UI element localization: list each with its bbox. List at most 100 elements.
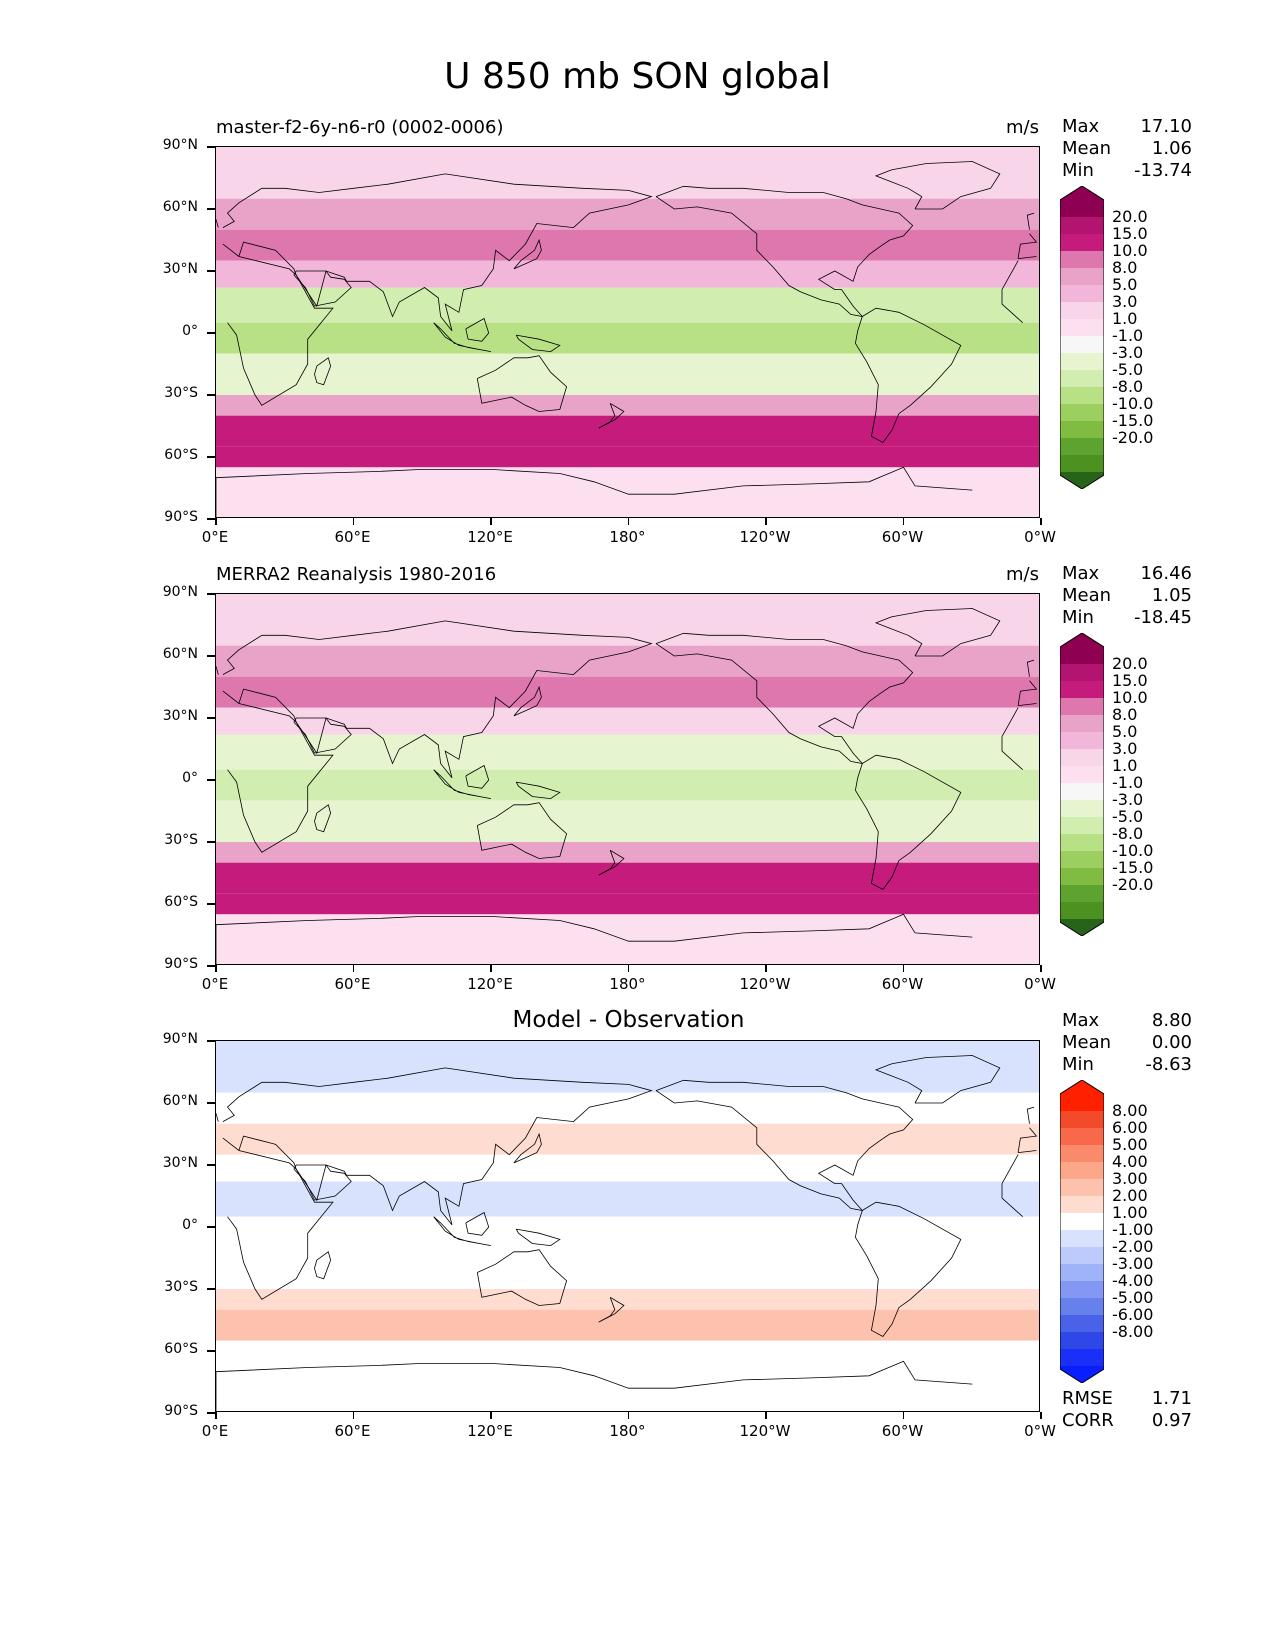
stat-label: Mean <box>1062 585 1112 606</box>
coastline <box>293 717 352 754</box>
coastline <box>1001 1154 1019 1184</box>
field-band <box>216 467 1039 517</box>
lon-tick <box>902 1412 904 1419</box>
lat-tick <box>207 717 215 719</box>
field-band <box>216 260 1039 288</box>
lon-tick-label: 60°W <box>881 975 924 993</box>
coastline <box>1001 736 1023 770</box>
lat-tick <box>207 394 215 396</box>
lat-tick-label: 30°N <box>162 708 198 724</box>
coastline <box>465 317 490 342</box>
map-svg <box>216 1041 1039 1411</box>
colorbar-tick-label: 8.0 <box>1112 258 1138 277</box>
lat-tick-label: 60°N <box>162 1093 198 1109</box>
lon-tick-label: 120°E <box>467 1422 513 1440</box>
lat-tick <box>207 593 215 595</box>
coastline <box>874 1055 1001 1104</box>
field-band <box>216 734 1039 770</box>
colorbar-tick-label: -8.0 <box>1112 824 1144 843</box>
field-band <box>216 446 1039 468</box>
lon-tick <box>215 1412 217 1419</box>
lat-tick <box>207 655 215 657</box>
colorbar-tick-label: -5.0 <box>1112 807 1144 826</box>
units-label: m/s <box>1006 564 1039 585</box>
panel-title: MERRA2 Reanalysis 1980-2016 <box>216 564 497 585</box>
colorbar-swatch <box>1060 732 1104 750</box>
lon-tick-label: 0°W <box>1024 1422 1056 1440</box>
field-band <box>216 1340 1039 1362</box>
coastline <box>1018 703 1037 706</box>
colorbar-tick-label: 3.0 <box>1112 292 1138 311</box>
stat-value: -8.63 <box>1145 1054 1192 1075</box>
colorbar-swatch <box>1060 783 1104 801</box>
colorbar-swatch <box>1060 851 1104 869</box>
stats-block: Max 17.10 Mean 1.06 Min -13.74 <box>1062 116 1192 182</box>
lon-tick-label: 0°W <box>1024 528 1056 546</box>
field-band <box>216 287 1039 323</box>
colorbar <box>1060 186 1104 489</box>
colorbar-tick-label: 5.00 <box>1112 1135 1148 1154</box>
lat-tick <box>207 1288 215 1290</box>
colorbar-swatch <box>1060 1281 1104 1299</box>
stat-label: Max <box>1062 116 1100 137</box>
field-band <box>216 1181 1039 1217</box>
stat-label: Mean <box>1062 1032 1112 1053</box>
stat-label: Min <box>1062 1054 1094 1075</box>
colorbar-swatch <box>1060 715 1104 733</box>
lat-tick <box>207 841 215 843</box>
lon-tick <box>490 1412 492 1419</box>
stats-block: Max 8.80 Mean 0.00 Min -8.63 <box>1062 1010 1192 1076</box>
field-band <box>216 893 1039 915</box>
field-band <box>216 1092 1039 1124</box>
coastline <box>1026 659 1035 677</box>
colorbar-tick-label: 3.00 <box>1112 1169 1148 1188</box>
coastline <box>465 764 490 789</box>
stat-row: Min -18.45 <box>1062 607 1192 629</box>
field-band <box>216 395 1039 416</box>
coastline <box>216 913 973 942</box>
colorbar <box>1060 633 1104 936</box>
coastline <box>476 355 568 412</box>
lat-tick-label: 60°S <box>164 1341 198 1357</box>
stat-value: 16.46 <box>1140 563 1192 584</box>
colorbar-swatch <box>1060 438 1104 456</box>
colorbar-tick-label: 15.0 <box>1112 224 1148 243</box>
stat-row: Max 17.10 <box>1062 116 1192 138</box>
stats-block: Max 16.46 Mean 1.05 Min -18.45 <box>1062 563 1192 629</box>
coastline <box>314 804 332 833</box>
colorbar-tick-label: 6.00 <box>1112 1118 1148 1137</box>
lon-tick <box>765 1412 767 1419</box>
stat-value: -18.45 <box>1133 607 1192 628</box>
colorbar-swatch <box>1060 1230 1104 1248</box>
colorbar-swatch <box>1060 902 1104 920</box>
coastline <box>515 334 561 353</box>
lon-tick <box>352 1412 354 1419</box>
colorbar-swatch <box>1060 1349 1104 1367</box>
colorbar-tick-label: -3.0 <box>1112 343 1144 362</box>
map-plot <box>215 593 1040 965</box>
field-band <box>216 1123 1039 1155</box>
colorbar-swatch <box>1060 472 1104 489</box>
lon-tick-label: 60°E <box>334 1422 371 1440</box>
colorbar-tick-label: -15.0 <box>1112 858 1154 877</box>
lat-tick <box>207 208 215 210</box>
lon-tick-label: 0°E <box>201 1422 229 1440</box>
colorbar-swatch <box>1060 919 1104 936</box>
colorbar-swatch <box>1060 268 1104 286</box>
colorbar-swatch <box>1060 251 1104 269</box>
stat-row: Mean 0.00 <box>1062 1032 1192 1054</box>
coastline <box>476 802 568 859</box>
stat-row: Mean 1.06 <box>1062 138 1192 160</box>
lat-tick <box>207 1164 215 1166</box>
field-band <box>216 1041 1039 1093</box>
lon-tick <box>1040 965 1042 972</box>
field-band <box>216 862 1039 894</box>
coastline <box>1017 680 1038 706</box>
coastline <box>515 781 561 800</box>
field-band <box>216 1361 1039 1411</box>
lon-tick-label: 180° <box>609 975 646 993</box>
lon-tick <box>627 518 629 525</box>
colorbar-tick-label: 5.0 <box>1112 275 1138 294</box>
colorbar-tick-label: 20.0 <box>1112 207 1148 226</box>
stat-label: RMSE <box>1062 1388 1113 1409</box>
